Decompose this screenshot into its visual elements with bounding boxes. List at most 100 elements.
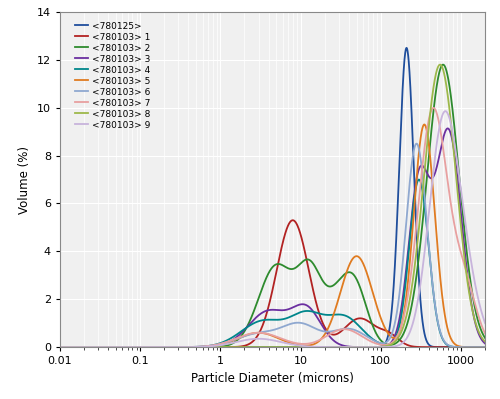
<780103> 8 — [488, 343, 494, 348]
<780103> 4 — [223, 338, 229, 343]
<780125> — [130, 345, 136, 350]
<780103> 3 — [223, 341, 229, 346]
<780103> 8 — [130, 345, 136, 350]
<780103> 4 — [416, 177, 422, 182]
<780103> 1 — [290, 218, 296, 223]
<780125> — [488, 345, 494, 350]
<780125> — [242, 345, 248, 350]
<780103> 6 — [488, 345, 494, 350]
<780103> 5 — [223, 341, 229, 346]
Line: <780103> 2: <780103> 2 — [56, 65, 499, 347]
<780103> 1 — [130, 345, 136, 350]
<780103> 5 — [130, 345, 136, 350]
Line: <780103> 3: <780103> 3 — [56, 128, 499, 347]
<780103> 7 — [223, 340, 229, 344]
<780103> 4 — [54, 345, 60, 350]
<780103> 5 — [440, 299, 446, 304]
<780103> 3 — [104, 345, 110, 350]
<780103> 1 — [440, 345, 446, 350]
<780103> 3 — [444, 126, 450, 131]
<780103> 3 — [496, 345, 500, 350]
<780103> 2 — [104, 345, 110, 350]
<780103> 9 — [104, 345, 110, 350]
<780103> 3 — [54, 345, 60, 350]
<780103> 4 — [130, 345, 136, 350]
<780103> 5 — [422, 122, 428, 127]
<780103> 7 — [488, 339, 494, 344]
<780103> 6 — [242, 334, 248, 338]
<780103> 4 — [488, 345, 494, 350]
<780103> 8 — [104, 345, 110, 350]
<780103> 1 — [242, 343, 248, 348]
<780103> 7 — [104, 345, 110, 350]
<780103> 6 — [130, 345, 136, 350]
Line: <780103> 9: <780103> 9 — [56, 111, 499, 347]
<780125> — [440, 345, 446, 350]
Line: <780103> 4: <780103> 4 — [56, 180, 499, 347]
<780103> 7 — [54, 345, 60, 350]
<780103> 2 — [54, 345, 60, 350]
<780103> 4 — [104, 345, 110, 350]
X-axis label: Particle Diameter (microns): Particle Diameter (microns) — [191, 372, 354, 385]
<780103> 6 — [54, 345, 60, 350]
<780103> 7 — [242, 333, 248, 338]
Line: <780103> 6: <780103> 6 — [56, 144, 499, 347]
<780103> 3 — [130, 345, 136, 350]
<780103> 9 — [442, 109, 448, 114]
<780103> 1 — [488, 345, 494, 350]
Y-axis label: Volume (%): Volume (%) — [18, 146, 32, 213]
<780103> 8 — [54, 345, 60, 350]
<780103> 5 — [496, 345, 500, 350]
<780103> 1 — [54, 345, 60, 350]
<780103> 6 — [104, 345, 110, 350]
<780103> 3 — [242, 326, 248, 331]
<780103> 4 — [496, 345, 500, 350]
<780103> 8 — [223, 345, 229, 350]
<780103> 5 — [242, 333, 248, 338]
<780125> — [54, 345, 60, 350]
<780103> 9 — [54, 345, 60, 350]
<780103> 2 — [242, 328, 248, 332]
<780103> 9 — [242, 338, 248, 342]
<780103> 8 — [242, 345, 248, 350]
<780103> 6 — [223, 340, 229, 345]
<780103> 1 — [496, 345, 500, 350]
<780103> 6 — [440, 336, 446, 341]
<780125> — [223, 345, 229, 350]
<780103> 4 — [242, 326, 248, 331]
<780125> — [496, 345, 500, 350]
<780103> 2 — [440, 62, 446, 67]
<780103> 2 — [488, 341, 494, 346]
<780103> 2 — [496, 344, 500, 349]
Line: <780103> 8: <780103> 8 — [56, 65, 499, 347]
Line: <780103> 1: <780103> 1 — [56, 220, 499, 347]
<780103> 3 — [488, 344, 494, 349]
<780103> 8 — [496, 344, 500, 349]
<780103> 9 — [440, 112, 446, 117]
<780103> 6 — [496, 345, 500, 350]
<780103> 5 — [488, 345, 494, 350]
<780103> 9 — [130, 345, 136, 350]
<780125> — [104, 345, 110, 350]
<780103> 7 — [430, 105, 436, 110]
<780103> 9 — [223, 342, 229, 347]
<780103> 7 — [130, 345, 136, 350]
<780103> 1 — [223, 345, 229, 350]
<780103> 5 — [104, 345, 110, 350]
<780103> 5 — [54, 345, 60, 350]
<780103> 4 — [440, 337, 446, 342]
<780103> 7 — [496, 344, 500, 349]
<780103> 9 — [496, 342, 500, 346]
<780103> 8 — [437, 62, 443, 67]
<780103> 7 — [440, 144, 446, 149]
Legend: <780125>, <780103> 1, <780103> 2, <780103> 3, <780103> 4, <780103> 5, <780103> 6: <780125>, <780103> 1, <780103> 2, <78010… — [73, 20, 152, 131]
Line: <780125>: <780125> — [56, 48, 499, 347]
Line: <780103> 5: <780103> 5 — [56, 124, 499, 347]
<780103> 6 — [414, 141, 420, 146]
Line: <780103> 7: <780103> 7 — [56, 108, 499, 347]
<780103> 2 — [440, 62, 446, 67]
<780125> — [404, 45, 409, 50]
<780103> 8 — [440, 67, 446, 71]
<780103> 1 — [104, 345, 110, 350]
<780103> 9 — [488, 332, 494, 337]
